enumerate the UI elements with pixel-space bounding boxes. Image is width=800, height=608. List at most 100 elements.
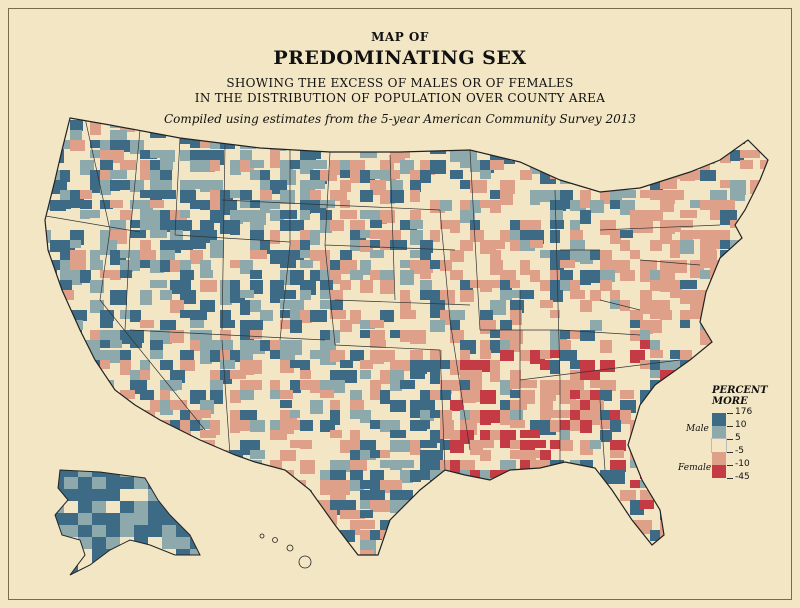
county-cell [500,290,512,300]
county-cell [600,390,612,401]
county-cell [500,350,514,361]
alaska-cell [55,573,66,575]
county-cell [590,200,604,213]
county-cell [610,200,622,209]
county-cell [670,510,686,523]
county-cell [720,500,731,508]
county-cell [530,118,547,124]
county-cell [320,118,330,121]
county-cell [110,450,126,462]
alaska-cell [148,549,164,563]
county-cell [160,380,177,391]
county-cell [320,480,330,495]
county-cell [410,530,427,542]
county-cell [740,160,753,169]
county-cell [150,150,161,158]
county-cell [620,240,630,251]
county-cell [700,270,715,279]
hawaii-islands [259,533,312,569]
alaska-cell [190,573,200,575]
county-cell [540,410,551,423]
county-cell [80,270,91,283]
alaska-cell [64,501,80,515]
county-cell [640,490,653,500]
county-cell [600,170,616,179]
county-cell [340,530,355,542]
county-cell [120,270,132,278]
county-cell [690,120,704,131]
county-cell [610,290,620,300]
county-cell [90,210,100,218]
county-cell [380,160,394,170]
county-cell [45,300,54,313]
county-cell [80,200,92,209]
county-cell [510,340,520,352]
county-cell [310,250,324,261]
county-cell [450,430,460,445]
county-cell [550,220,564,229]
county-cell [580,490,591,504]
county-cell [750,280,767,290]
county-cell [760,220,768,231]
county-cell [440,220,456,229]
county-cell [120,210,132,220]
county-cell [470,200,481,213]
county-cell [130,340,142,348]
county-cell [490,260,503,275]
county-cell [230,420,240,433]
county-cell [620,140,633,151]
county-cell [410,118,421,125]
county-cell [120,410,137,424]
county-cell [340,360,353,368]
county-cell [180,270,194,280]
county-cell [320,250,330,261]
alaska-cell [176,549,192,563]
county-cell [650,320,662,333]
county-cell [320,390,334,398]
county-cell [460,118,474,123]
legend-male-label: Male [686,424,709,434]
county-cell [580,530,591,539]
county-cell [190,250,203,264]
county-cell [490,160,504,170]
county-cell [530,550,547,555]
county-cell [450,520,463,535]
county-cell [760,210,768,222]
county-cell [430,350,442,361]
county-cell [450,220,460,233]
county-cell [260,310,273,321]
county-cell [45,310,53,324]
county-cell [730,300,744,312]
county-cell [660,310,672,320]
county-cell [430,550,445,555]
county-cell [290,120,305,133]
county-cell [410,370,425,379]
county-cell [260,180,277,190]
county-cell [200,410,211,418]
county-cell [150,280,167,288]
county-cell [490,430,505,440]
alaska-cell [92,525,108,539]
county-cell [480,360,490,372]
county-cell [710,140,721,151]
county-cell [560,520,577,529]
legend-female-label: Female [678,463,712,473]
county-cell [240,380,253,391]
county-cell [45,550,50,555]
county-cell [250,170,267,180]
county-cell [210,200,220,213]
county-cell [340,370,357,383]
county-cell [190,310,207,320]
county-cell [70,250,86,261]
map-frame [8,8,792,600]
county-cell [570,230,583,243]
county-cell [390,420,400,435]
county-cell [210,420,220,435]
county-cell [530,500,543,509]
county-cell [310,140,327,149]
county-cell [660,460,676,471]
county-cell [280,400,292,408]
county-cell [380,390,390,404]
county-cell [590,530,600,539]
county-cell [650,420,665,431]
